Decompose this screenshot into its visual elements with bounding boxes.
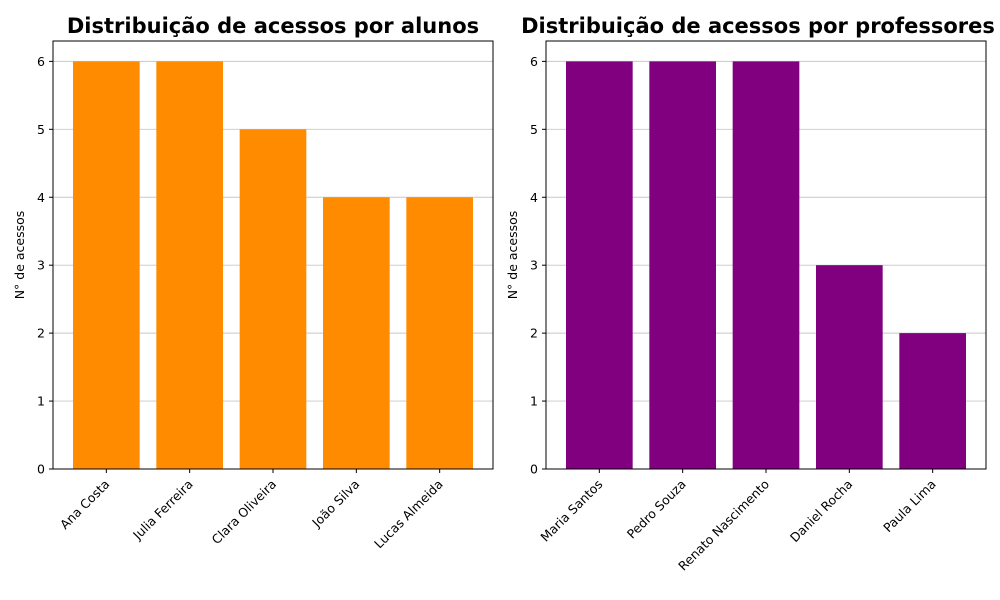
y-tick-label: 4 <box>530 190 538 205</box>
bar <box>239 129 307 470</box>
x-tick-label: Paula Lima <box>880 477 939 536</box>
y-tick-label: 4 <box>37 190 45 205</box>
bar <box>816 265 883 469</box>
chart-title: Distribuição de acessos por alunos <box>67 14 479 38</box>
y-tick-label: 3 <box>530 258 538 273</box>
y-axis-label: N° de acessos <box>12 211 27 300</box>
y-tick-label: 0 <box>37 462 45 477</box>
y-tick-label: 5 <box>37 122 45 137</box>
y-tick-label: 1 <box>530 394 538 409</box>
y-tick-label: 2 <box>37 326 45 341</box>
x-tick-label: Pedro Souza <box>624 477 689 542</box>
bar <box>73 61 140 469</box>
x-tick-label: Ana Costa <box>57 477 113 533</box>
bar <box>566 61 633 469</box>
x-tick-label: João Silva <box>308 477 362 531</box>
y-axis: 0 1 2 3 4 5 6 <box>530 54 546 477</box>
y-tick-label: 0 <box>530 462 538 477</box>
x-tick-label: Maria Santos <box>537 477 605 545</box>
bars <box>73 61 473 470</box>
y-axis-label: N° de acessos <box>505 211 520 300</box>
y-tick-label: 2 <box>530 326 538 341</box>
y-tick-label: 6 <box>37 54 45 69</box>
y-tick-label: 1 <box>37 394 45 409</box>
chart-students: Distribuição de acessos por alunos N° de… <box>12 14 494 551</box>
bar <box>899 333 966 469</box>
bar <box>732 61 800 469</box>
y-axis: 0 1 2 3 4 5 6 <box>37 54 53 477</box>
y-tick-label: 3 <box>37 258 45 273</box>
x-tick-label: Clara Oliveira <box>209 477 280 548</box>
x-tick-label: Lucas Almeida <box>371 477 446 552</box>
x-tick-label: Renato Nascimento <box>675 477 772 574</box>
x-tick-label: Daniel Rocha <box>787 477 856 546</box>
y-tick-label: 6 <box>530 54 538 69</box>
x-tick-label: Julia Ferreira <box>129 477 196 544</box>
chart-teachers: Distribuição de acessos por professores … <box>505 14 995 573</box>
bars <box>566 61 966 469</box>
y-tick-label: 5 <box>530 122 538 137</box>
bar <box>406 197 473 469</box>
bar <box>156 61 223 469</box>
bar <box>649 61 716 469</box>
chart-title: Distribuição de acessos por professores <box>521 14 995 38</box>
x-axis: Ana Costa Julia Ferreira Clara Oliveira Joã… <box>57 469 446 551</box>
bar <box>323 197 390 469</box>
